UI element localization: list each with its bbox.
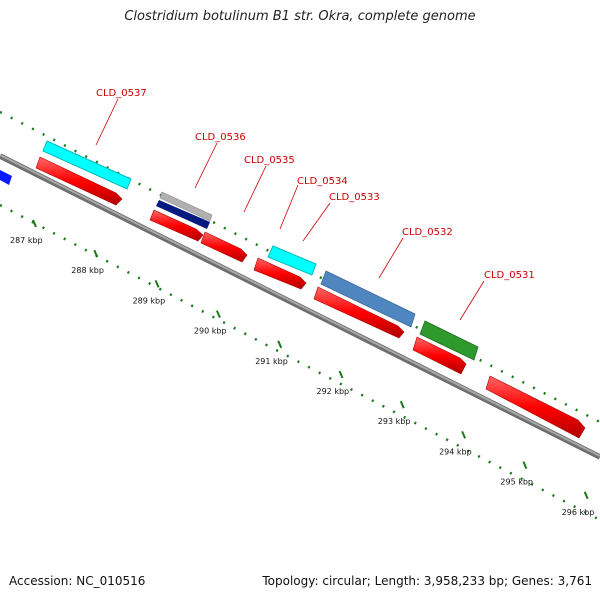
ruler-tick-label: 288 kbp xyxy=(71,266,104,275)
ruler-tick xyxy=(583,491,589,500)
ruler-tick-label: 289 kbp xyxy=(133,296,166,305)
accession-text: Accession: NC_010516 xyxy=(9,574,146,588)
connector-cld0532 xyxy=(378,237,404,279)
ruler-tick-label: 287 kbp xyxy=(10,236,43,245)
gene-label-cld0533: CLD_0533 xyxy=(329,192,380,203)
ruler-tick-label: 296 kbp xyxy=(562,508,595,517)
ruler-tick-label: 294 kbp xyxy=(439,447,472,456)
gene-label-cld0537: CLD_0537 xyxy=(96,88,147,99)
gene-labels: CLD_0537 CLD_0536 CLD_0535 CLD_0534 CLD_… xyxy=(96,88,535,281)
gene-label-cld0535: CLD_0535 xyxy=(244,155,295,166)
ruler-tick-label: 290 kbp xyxy=(194,327,227,336)
cds-arrow-cld0531 xyxy=(412,336,467,375)
connector-cld0533 xyxy=(302,202,331,242)
ruler-tick xyxy=(522,461,528,469)
gene-label-cld0536: CLD_0536 xyxy=(195,132,246,143)
gene-features xyxy=(0,140,586,439)
label-connectors xyxy=(95,98,485,321)
gene-bar-cld0534 xyxy=(267,245,317,276)
gene-label-cld0532: CLD_0532 xyxy=(402,227,453,238)
gene-bar-cld0536-gray xyxy=(159,191,213,222)
genome-summary-text: Topology: circular; Length: 3,958,233 bp… xyxy=(262,574,592,588)
inner-dotted-ruler xyxy=(0,203,600,522)
gene-bar-blue xyxy=(0,170,12,185)
gene-label-cld0534: CLD_0534 xyxy=(297,176,348,187)
gene-label-cld0531: CLD_0531 xyxy=(484,270,535,281)
ruler-tick-label: 295 kbp xyxy=(500,478,533,487)
connector-cld0535 xyxy=(243,165,267,213)
cds-arrow-cld0532 xyxy=(313,286,405,339)
ruler-tick-labels: 287 kbp 288 kbp 289 kbp 290 kbp 291 kbp 292 k… xyxy=(10,236,594,517)
connector-cld0536 xyxy=(194,142,218,189)
genome-backbone xyxy=(0,153,600,460)
gene-bar-cld0536 xyxy=(156,200,210,229)
cds-arrow-cld0536 xyxy=(149,209,204,242)
ruler-tick xyxy=(277,340,283,349)
ruler-tick-label: 293 kbp xyxy=(378,417,411,426)
connector-cld0534 xyxy=(279,184,299,230)
ruler-tick xyxy=(461,431,467,439)
ruler-tick xyxy=(93,249,99,258)
gene-bar-cld0531 xyxy=(419,320,479,361)
map-title: Clostridium botulinum B1 str. Okra, comp… xyxy=(124,9,476,24)
connector-cld0531 xyxy=(459,280,485,321)
gene-bar-cld0532 xyxy=(320,270,416,328)
ruler-tick-label: 292 kbp xyxy=(317,387,350,396)
cds-arrow-cld0537 xyxy=(35,156,123,206)
ruler-tick-label: 291 kbp xyxy=(255,357,288,366)
cds-arrow-right xyxy=(485,375,586,439)
ruler-tick xyxy=(215,310,221,318)
gene-bar-cld0537 xyxy=(42,140,132,190)
cds-arrow-cld0533 xyxy=(253,257,307,290)
connector-cld0537 xyxy=(95,98,119,146)
ruler-ticks xyxy=(32,219,589,500)
ruler-tick xyxy=(154,280,160,288)
inner-ruler-dots xyxy=(0,203,600,522)
ruler-tick xyxy=(399,400,405,409)
ruler-tick xyxy=(32,219,37,228)
cds-arrow-cld0535 xyxy=(200,231,248,263)
ruler-tick xyxy=(338,370,344,379)
